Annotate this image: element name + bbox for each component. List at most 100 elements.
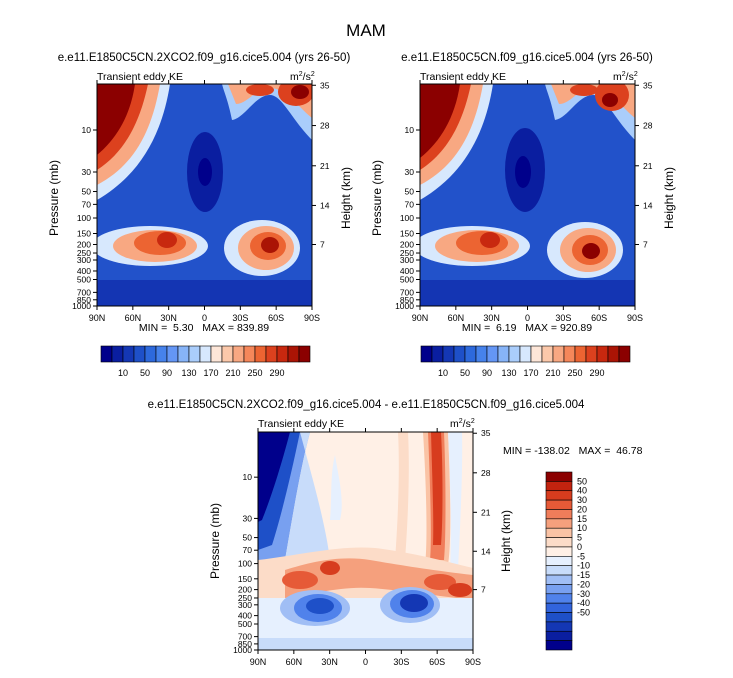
x-tick-label: 30N <box>160 313 177 323</box>
colorbar-box <box>210 345 223 363</box>
y-tick-label: 250 <box>77 248 91 258</box>
y-right-tick-label: 35 <box>481 428 491 438</box>
panel-top-left-minmax: MIN = 5.30 MAX = 839.89 <box>139 322 269 334</box>
panel-top-right-colorbar: 10 50 90 130 170 210 250 290 <box>420 345 631 378</box>
colorbar-box <box>497 345 510 363</box>
y-tick-label: 50 <box>405 187 415 197</box>
y-right-tick-label: 35 <box>643 80 653 90</box>
colorbar-label: 10 <box>118 368 128 378</box>
y-tick-label: 850 <box>77 295 91 305</box>
panel-top-left-title: e.e11.E1850C5CN.2XCO2.f09_g16.cice5.004 … <box>58 52 351 64</box>
x-tick-label: 90S <box>627 313 643 323</box>
colorbar-box <box>199 345 212 363</box>
x-tick-label: 30N <box>321 657 338 667</box>
colorbar-box <box>276 345 289 363</box>
colorbar-label: -50 <box>577 608 590 618</box>
colorbar-label: -40 <box>577 598 590 608</box>
colorbar-box <box>431 345 444 363</box>
colorbar-box <box>541 345 554 363</box>
y-tick-label: 30 <box>82 167 92 177</box>
y-right-tick-label: 14 <box>320 200 330 210</box>
x-tick-label: 60N <box>286 657 303 667</box>
x-tick-label: 30N <box>483 313 500 323</box>
colorbar-box <box>133 345 146 363</box>
panel-top-left: e.e11.E1850C5CN.2XCO2.f09_g16.cice5.004 … <box>47 52 353 378</box>
colorbar-box <box>100 345 113 363</box>
colorbar-label: 10 <box>438 368 448 378</box>
panel-difference-field <box>258 432 473 650</box>
panel-top-right-units: m2/s2 <box>613 71 638 83</box>
colorbar-box <box>453 345 466 363</box>
y-tick-label: 400 <box>238 611 252 621</box>
x-tick-label: 30S <box>393 657 409 667</box>
colorbar-box <box>519 345 532 363</box>
colorbar-box <box>545 584 573 595</box>
colorbar-box <box>545 574 573 585</box>
y-tick-label: 10 <box>243 472 253 482</box>
colorbar-label: 50 <box>140 368 150 378</box>
colorbar-box <box>545 556 573 566</box>
y-tick-label: 100 <box>400 213 414 223</box>
colorbar-box <box>545 593 573 604</box>
y-tick-label: 50 <box>82 187 92 197</box>
y-tick-label: 200 <box>77 239 91 249</box>
colorbar-label: 40 <box>577 486 587 496</box>
colorbar-label: -15 <box>577 570 590 580</box>
colorbar-box <box>265 345 278 363</box>
y-tick-label: 850 <box>400 295 414 305</box>
colorbar-label: 5 <box>577 533 582 543</box>
panel-top-right-axes: 90N 60N 30N 0 30S 60S 90S103050701001502002503… <box>395 80 653 323</box>
x-tick-label: 90N <box>89 313 106 323</box>
y-tick-label: 30 <box>405 167 415 177</box>
y-right-tick-label: 7 <box>320 239 325 249</box>
colorbar-box <box>545 621 573 632</box>
y-tick-label: 200 <box>400 239 414 249</box>
colorbar-box <box>545 537 573 548</box>
panel-difference-minmax: MIN = -138.02 MAX = 46.78 <box>503 445 643 457</box>
colorbar-box <box>155 345 168 363</box>
colorbar-label: 290 <box>589 368 604 378</box>
y-tick-label: 250 <box>400 248 414 258</box>
panel-top-left-ylabel-right: Height (km) <box>339 167 353 229</box>
x-tick-label: 0 <box>202 313 207 323</box>
panel-top-right: e.e11.E1850C5CN.f09_g16.cice5.004 (yrs 2… <box>370 52 676 378</box>
colorbar-box <box>530 345 543 363</box>
y-tick-label: 70 <box>243 545 253 555</box>
colorbar-label: 290 <box>269 368 284 378</box>
y-tick-label: 10 <box>82 125 92 135</box>
colorbar-box <box>545 509 573 520</box>
y-right-tick-label: 21 <box>481 507 491 517</box>
colorbar-box <box>298 345 311 363</box>
y-tick-label: 30 <box>243 513 253 523</box>
colorbar-box <box>545 630 573 641</box>
colorbar-box <box>607 345 620 363</box>
colorbar-label: -5 <box>577 551 585 561</box>
y-tick-label: 100 <box>238 559 252 569</box>
x-tick-label: 30S <box>232 313 248 323</box>
x-tick-label: 0 <box>525 313 530 323</box>
x-tick-label: 90S <box>465 657 481 667</box>
y-tick-label: 100 <box>77 213 91 223</box>
x-tick-label: 90S <box>304 313 320 323</box>
colorbar-box <box>596 345 609 363</box>
colorbar-label: -10 <box>577 561 590 571</box>
colorbar-box <box>574 345 587 363</box>
colorbar-box <box>508 345 521 363</box>
figure-title: MAM <box>346 21 386 40</box>
y-tick-label: 1000 <box>72 301 91 311</box>
colorbar-box <box>545 471 573 482</box>
colorbar-box <box>552 345 565 363</box>
colorbar-box <box>420 345 433 363</box>
colorbar-label: 30 <box>577 495 587 505</box>
colorbar-label: 15 <box>577 514 587 524</box>
y-tick-label: 200 <box>238 585 252 595</box>
x-tick-label: 60S <box>429 657 445 667</box>
colorbar-box <box>563 345 576 363</box>
colorbar-box <box>545 518 573 529</box>
y-right-tick-label: 14 <box>643 200 653 210</box>
colorbar-box <box>464 345 477 363</box>
y-tick-label: 300 <box>238 600 252 610</box>
panel-difference-ylabel-right: Height (km) <box>499 510 513 572</box>
panel-difference: e.e11.E1850C5CN.2XCO2.f09_g16.cice5.004 … <box>148 399 643 667</box>
